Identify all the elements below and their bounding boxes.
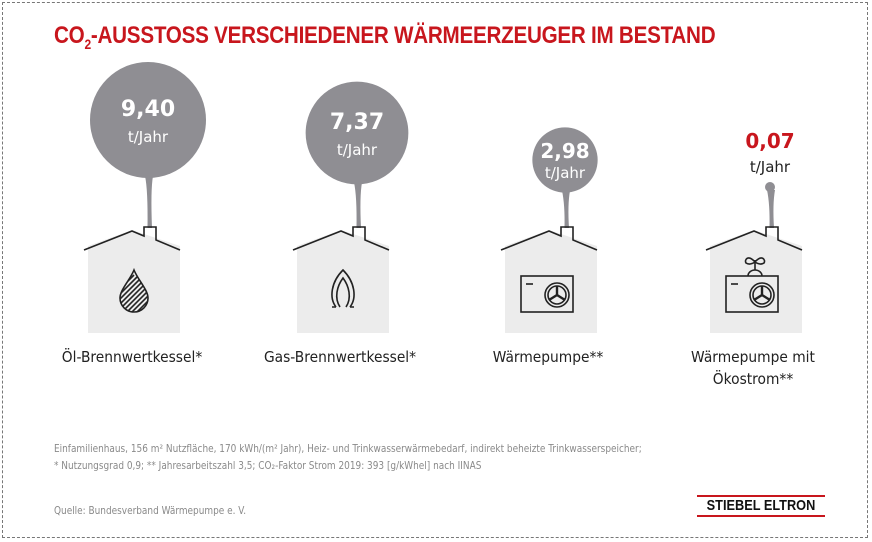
title-subscript: 2: [84, 36, 91, 52]
title-co: CO: [54, 22, 85, 49]
heat-pump-icon: [520, 275, 574, 313]
value-label: 9,40: [121, 97, 175, 122]
house-roof: [500, 226, 598, 251]
co2-bubble: [532, 127, 598, 193]
unit-label: t/Jahr: [337, 141, 378, 159]
smoke-stem: [354, 182, 362, 228]
unit-label: t/Jahr: [545, 164, 586, 182]
smoke-stem: [145, 176, 153, 228]
gas-flame-icon: [331, 268, 355, 308]
stiebel-eltron-logo: STIEBEL ELTRON: [697, 495, 825, 517]
category-group: 0,07 t/Jahr: [705, 129, 803, 333]
category-group: 9,40 t/Jahr: [83, 62, 206, 333]
value-label: 7,37: [330, 110, 384, 135]
category-label: Gas-Brennwertkessel*: [263, 348, 417, 366]
co2-bubble: [90, 62, 206, 178]
house-roof: [705, 226, 803, 251]
source-note: Quelle: Bundesverband Wärmepumpe e. V.: [54, 505, 247, 517]
unit-label: t/Jahr: [128, 128, 169, 146]
unit-label: t/Jahr: [750, 158, 791, 176]
value-label: 2,98: [540, 139, 589, 163]
house-roof: [292, 226, 390, 251]
house-body: [505, 230, 597, 333]
category-group: 2,98t/Jahr: [500, 127, 598, 333]
category-group: 7,37 t/Jahr: [292, 81, 409, 333]
category-label-line2: Ökostrom**: [712, 370, 794, 388]
page-title: CO2-AUSSTOSS VERSCHIEDENER WÄRMEERZEUGER…: [54, 22, 716, 52]
heat-pump-plant-icon: [725, 257, 779, 313]
smoke-stem: [767, 190, 775, 228]
co2-bubble: [764, 181, 776, 193]
house-roof: [83, 226, 181, 251]
house-body: [710, 230, 802, 333]
smoke-stem: [562, 190, 570, 228]
category-label: Wärmepumpe**: [492, 348, 604, 366]
title-rest: -AUSSTOSS VERSCHIEDENER WÄRMEERZEUGER IM…: [90, 22, 716, 49]
logo-text: STIEBEL ELTRON: [706, 497, 816, 514]
house-body: [88, 230, 180, 333]
footnote-line2: * Nutzungsgrad 0,9; ** Jahresarbeitszahl…: [54, 460, 482, 472]
footnote-line1: Einfamilienhaus, 156 m² Nutzfläche, 170 …: [54, 443, 642, 455]
category-label: Öl-Brennwertkessel*: [61, 348, 203, 366]
value-label: 0,07: [745, 129, 794, 153]
co2-bubble: [305, 81, 409, 185]
house-body: [297, 230, 389, 333]
category-label: Wärmepumpe mit Ökostrom**: [652, 346, 854, 390]
category-label-line1: Wärmepumpe mit: [691, 348, 815, 366]
